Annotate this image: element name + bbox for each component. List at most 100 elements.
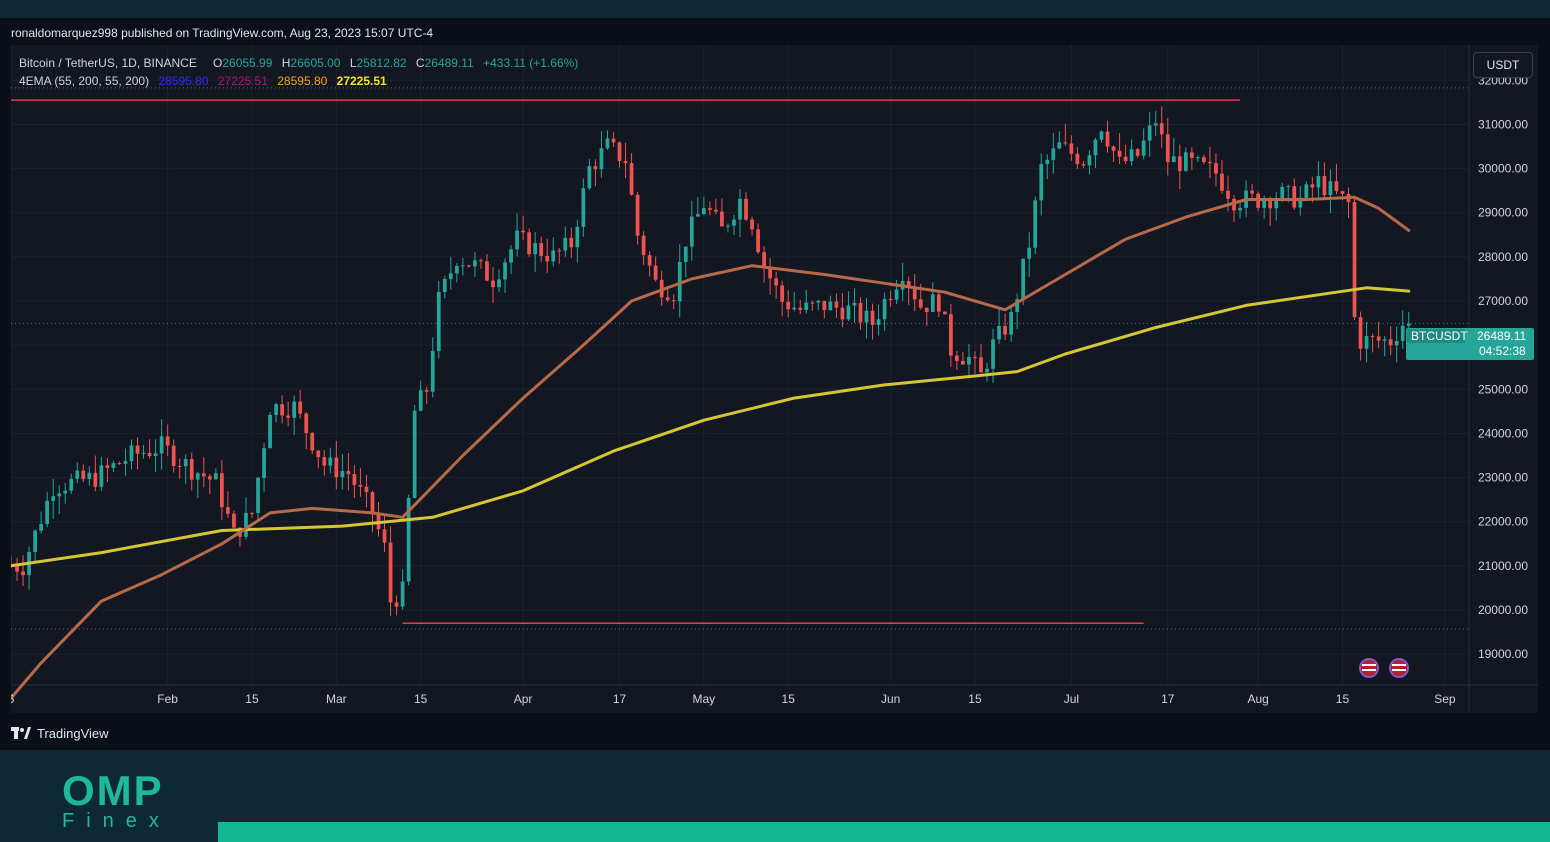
- economic-events[interactable]: [1359, 658, 1409, 678]
- candle-body: [708, 208, 712, 210]
- candle-body: [1093, 139, 1098, 156]
- candle-body: [467, 265, 471, 267]
- candle-body: [1364, 336, 1369, 349]
- candle-body: [864, 310, 869, 323]
- candle-body: [924, 307, 929, 313]
- candle-body: [1129, 149, 1134, 162]
- candle-body: [1226, 190, 1230, 199]
- candle-body: [39, 524, 43, 531]
- candle-body: [328, 457, 333, 466]
- candle-body: [750, 219, 754, 230]
- candle-body: [997, 325, 1001, 340]
- candle-body: [762, 252, 766, 268]
- candle-body: [15, 566, 19, 572]
- candle-body: [551, 250, 556, 262]
- candle-body: [147, 453, 152, 456]
- candle-body: [1123, 156, 1128, 162]
- candle-body: [165, 436, 170, 446]
- candle-body: [1298, 197, 1303, 208]
- candle-body: [1262, 200, 1267, 208]
- candle-body: [587, 166, 592, 189]
- candle-body: [448, 273, 453, 279]
- candle-body: [714, 209, 718, 212]
- y-tick-label: 23000.00: [1478, 471, 1528, 485]
- candle-body: [738, 198, 742, 220]
- candle-body: [57, 493, 62, 497]
- candle-body: [220, 473, 224, 508]
- candle-body: [1304, 184, 1309, 198]
- chart-area[interactable]: 19000.00 20000.00 21000.00 22000.00 23000.00…: [8, 45, 1538, 713]
- price-chart[interactable]: 19000.00 20000.00 21000.00 22000.00 23000.00…: [8, 45, 1538, 713]
- candle-body: [268, 414, 272, 449]
- us-flag-event-icon[interactable]: [1359, 658, 1379, 678]
- candle-body: [1189, 152, 1194, 158]
- candle-body: [774, 278, 779, 286]
- candle-body: [1045, 159, 1050, 165]
- candle-body: [388, 542, 393, 603]
- candle-body: [894, 289, 899, 300]
- candle-body: [1238, 207, 1242, 211]
- candle-body: [45, 500, 50, 525]
- candle-body: [491, 280, 495, 288]
- legend-symbol: Bitcoin / TetherUS, 1D, BINANCE: [19, 56, 197, 70]
- candle-body: [599, 148, 604, 170]
- us-flag-stripe: [1392, 664, 1406, 666]
- candle-body: [364, 486, 369, 493]
- candle-body: [1051, 148, 1056, 160]
- candle-body: [33, 530, 37, 552]
- x-tick-label: 15: [245, 692, 259, 706]
- candle-body: [677, 261, 682, 302]
- candle-body: [340, 470, 345, 478]
- candle-body: [671, 300, 676, 302]
- candle-body: [99, 465, 104, 487]
- candle-body: [991, 339, 995, 369]
- candle-body: [1358, 317, 1363, 349]
- x-tick-label: Feb: [157, 692, 178, 706]
- candle-body: [1033, 200, 1038, 248]
- candle-body: [1214, 163, 1218, 174]
- us-flag-stripe: [1362, 664, 1376, 666]
- candle-body: [1057, 142, 1062, 149]
- candle-body: [985, 368, 989, 373]
- candle-body: [557, 250, 562, 252]
- candle-body: [858, 302, 863, 323]
- candle-body: [1232, 198, 1236, 211]
- candle-body: [316, 450, 321, 458]
- candle-body: [581, 188, 586, 227]
- candle-body: [1370, 336, 1375, 338]
- candle-body: [280, 404, 284, 416]
- tradingview-footer[interactable]: TradingView: [11, 723, 109, 743]
- y-tick-label: 19000.00: [1478, 647, 1528, 661]
- x-tick-label: Mar: [326, 692, 347, 706]
- x-tick-label: 17: [1161, 692, 1175, 706]
- us-flag-event-icon[interactable]: [1389, 658, 1409, 678]
- x-tick-label: 17: [613, 692, 627, 706]
- candle-body: [539, 243, 544, 256]
- candle-body: [834, 301, 839, 308]
- ema-55-line: [9, 195, 1411, 700]
- candle-body: [569, 237, 574, 248]
- candle-body: [1220, 173, 1224, 191]
- candle-body: [105, 465, 110, 468]
- candle-body: [641, 235, 646, 256]
- candle-body: [406, 497, 411, 582]
- symbol-tag: BTCUSDT: [1411, 329, 1468, 343]
- ema-200-line: [9, 286, 1411, 568]
- candle-body: [623, 161, 628, 164]
- candle-body: [695, 214, 700, 217]
- candle-body: [382, 529, 387, 543]
- time-axis[interactable]: 6 Feb 15 Mar 15 Apr 17 May 15 Jun 15 Jul 17 Aug 15 Sep: [8, 692, 1456, 706]
- candle-body: [930, 294, 935, 313]
- omp-logo: OMP Finex: [62, 770, 171, 833]
- candle-body: [177, 465, 182, 467]
- candle-body: [1292, 186, 1297, 208]
- candle-body: [515, 230, 519, 250]
- candle-body: [1069, 143, 1074, 154]
- currency-button[interactable]: USDT: [1473, 52, 1533, 78]
- candle-body: [629, 163, 634, 195]
- candle-body: [876, 319, 881, 325]
- candle-body: [720, 211, 724, 227]
- x-tick-label: 15: [782, 692, 796, 706]
- candle-body: [334, 457, 339, 478]
- candle-body: [804, 302, 809, 310]
